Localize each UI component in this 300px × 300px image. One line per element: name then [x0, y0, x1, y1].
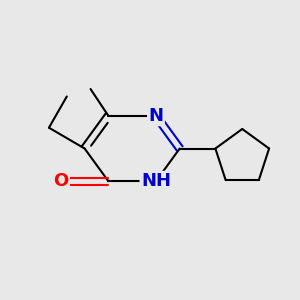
Text: N: N: [148, 107, 164, 125]
Text: O: O: [53, 172, 68, 190]
Text: NH: NH: [141, 172, 171, 190]
